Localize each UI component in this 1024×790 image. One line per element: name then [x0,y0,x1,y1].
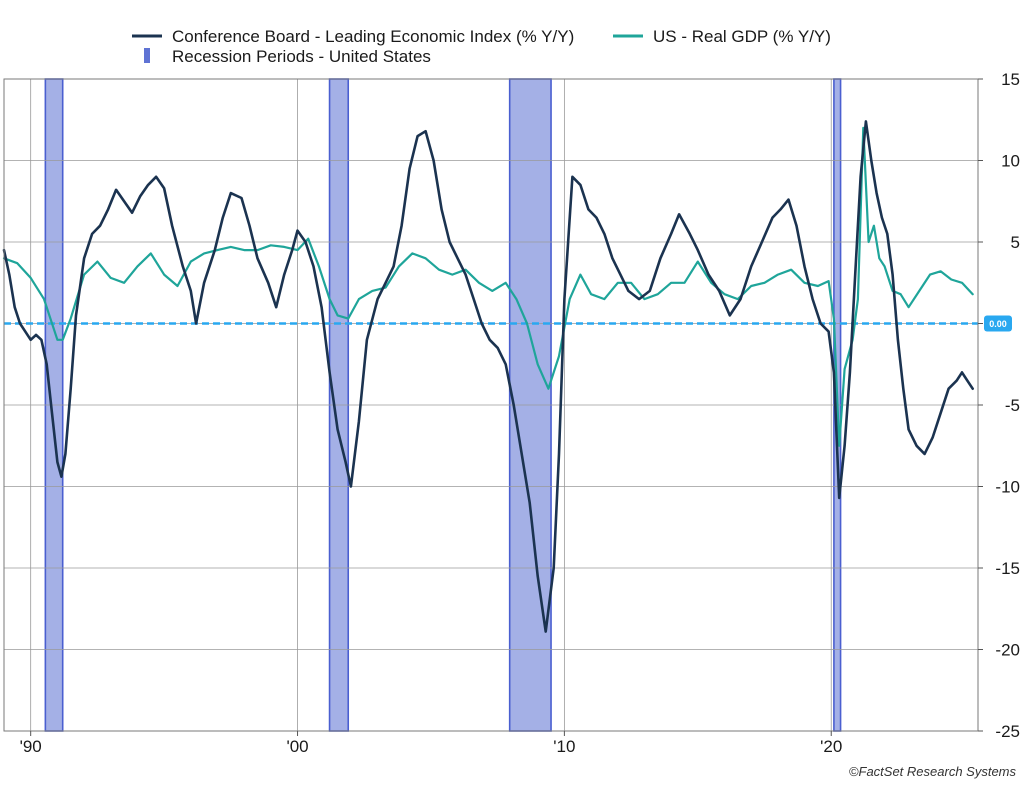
y-tick-label: -5 [1005,396,1020,415]
x-tick-label: '10 [553,737,575,756]
series-lines [2,120,975,633]
y-tick-label: 10 [1001,152,1020,171]
axes: 15 10 5 -5 -10 -15 -20 -25 '90 '00 '10 '20 [3,70,1020,756]
legend-label: Conference Board - Leading Economic Inde… [172,27,574,46]
y-tick-label: 15 [1001,70,1020,89]
gridlines [4,79,978,731]
x-tick-label: '00 [286,737,308,756]
gdp-series-line [2,126,974,447]
y-tick-label: 5 [1011,233,1020,252]
y-tick-label: -15 [995,559,1020,578]
x-tick-label: '20 [820,737,842,756]
lei-series-line [2,120,975,633]
legend: Conference Board - Leading Economic Inde… [132,27,831,66]
y-tick-label: -25 [995,722,1020,741]
zero-badge-label: 0.00 [989,319,1007,329]
y-tick-label: -10 [995,478,1020,497]
credit-text: ©FactSet Research Systems [849,764,1017,779]
legend-label: US - Real GDP (% Y/Y) [653,27,831,46]
y-tick-label: -20 [995,641,1020,660]
legend-label: Recession Periods - United States [172,47,431,66]
zero-reference-line: 0.00 [4,315,1012,332]
legend-swatch-bar [144,48,150,63]
zero-badge [984,315,1012,332]
x-tick-label: '90 [20,737,42,756]
